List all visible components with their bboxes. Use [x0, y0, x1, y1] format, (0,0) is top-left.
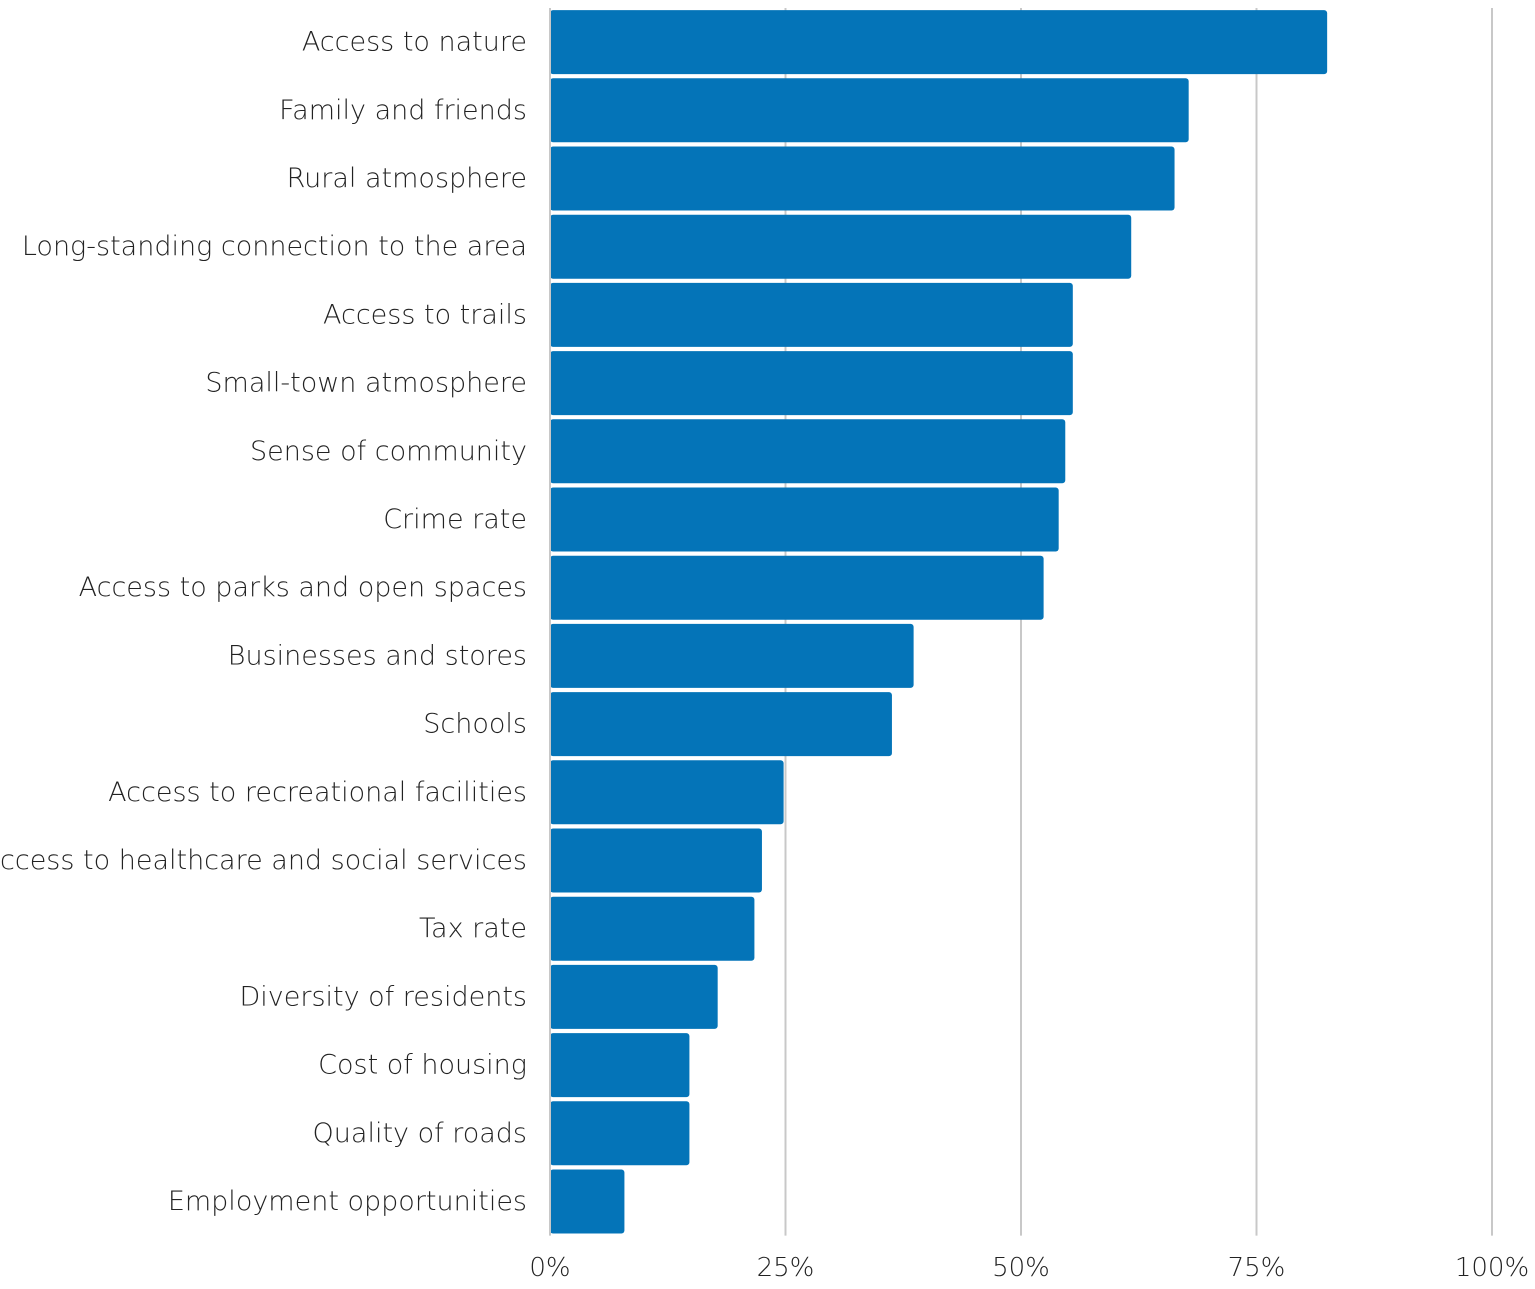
bar: [550, 10, 1328, 75]
x-tick-label: 75%: [1228, 1253, 1286, 1283]
category-labels: Access to nature Family and friends Rural …: [0, 27, 527, 1217]
category-label: Access to parks and open spaces: [79, 572, 527, 603]
x-tick-label: 50%: [992, 1253, 1050, 1283]
bar: [550, 282, 1073, 347]
bar: [550, 964, 718, 1029]
category-label: Rural atmosphere: [287, 163, 527, 194]
category-label: Access to trails: [323, 299, 527, 330]
category-label: Cost of housing: [318, 1050, 527, 1081]
category-label: Employment opportunities: [168, 1186, 527, 1217]
category-label: Quality of roads: [313, 1118, 527, 1149]
category-label: Access to healthcare and social services: [0, 845, 527, 876]
category-label: Sense of community: [250, 436, 527, 467]
bar: [550, 1033, 690, 1098]
x-tick-label: 100%: [1455, 1253, 1529, 1283]
bar: [550, 1169, 625, 1234]
category-label: Businesses and stores: [228, 640, 527, 671]
category-label: Schools: [423, 709, 527, 740]
category-label: Long-standing connection to the area: [22, 231, 527, 262]
bar: [550, 555, 1044, 620]
category-label: Access to nature: [302, 27, 527, 58]
category-label: Crime rate: [383, 504, 527, 535]
category-label: Tax rate: [419, 913, 527, 944]
bar: [550, 419, 1066, 484]
bars: [550, 10, 1328, 1234]
bar: [550, 214, 1132, 279]
bar: [550, 896, 755, 961]
bar: [550, 760, 784, 825]
category-label: Family and friends: [279, 95, 527, 126]
bar: [550, 828, 762, 893]
x-tick-label: 0%: [529, 1253, 570, 1283]
bar: [550, 692, 892, 757]
bar: [550, 487, 1059, 552]
gridlines: [784, 8, 1493, 1236]
bar: [550, 1101, 690, 1166]
bar: [550, 623, 914, 688]
bar: [550, 146, 1175, 211]
bar: [550, 351, 1073, 416]
bar: [550, 78, 1189, 143]
category-label: Diversity of residents: [239, 981, 527, 1012]
category-label: Small-town atmosphere: [205, 368, 527, 399]
x-tick-label: 25%: [757, 1253, 815, 1283]
x-tick-labels: 0% 25% 50% 75% 100%: [529, 1253, 1529, 1283]
category-label: Access to recreational facilities: [108, 777, 527, 808]
